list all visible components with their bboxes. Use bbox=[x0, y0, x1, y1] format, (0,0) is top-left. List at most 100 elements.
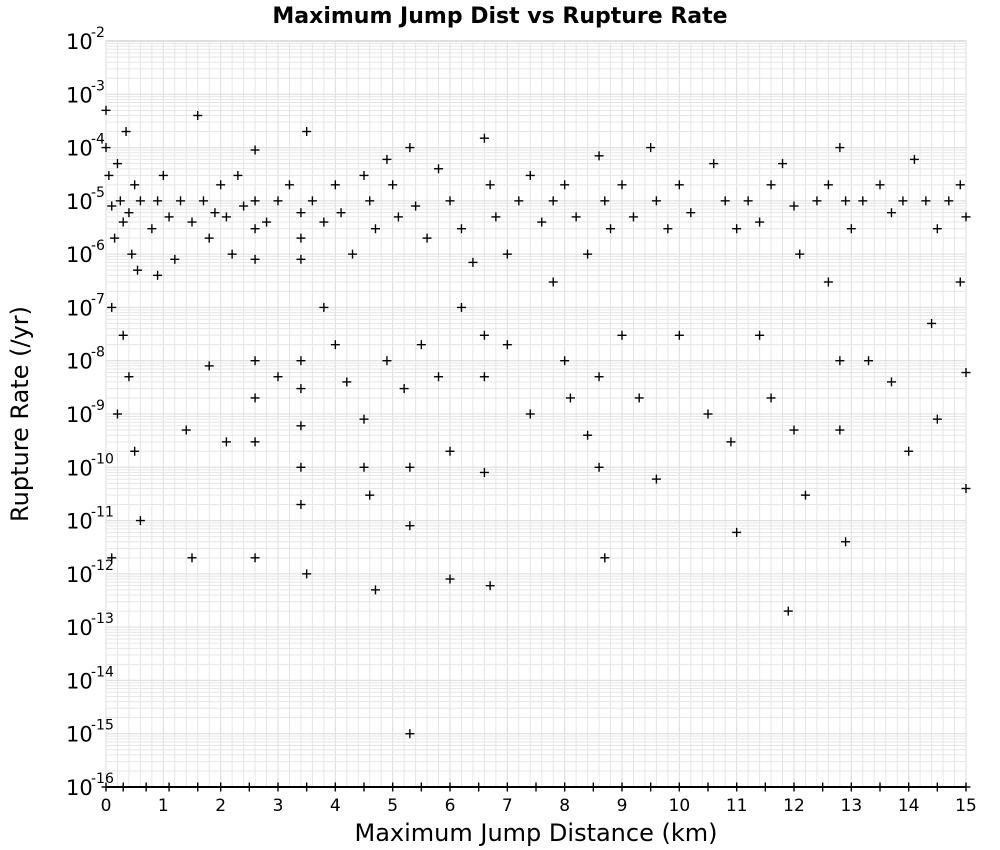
data-point bbox=[445, 196, 455, 206]
data-point bbox=[674, 330, 684, 340]
data-point bbox=[835, 143, 845, 153]
y-tick-base: 10 bbox=[66, 510, 93, 534]
data-point bbox=[651, 474, 661, 484]
data-point bbox=[170, 254, 180, 264]
data-point bbox=[133, 265, 143, 275]
data-point bbox=[755, 217, 765, 227]
data-point bbox=[101, 143, 111, 153]
data-point bbox=[176, 196, 186, 206]
data-point bbox=[823, 180, 833, 190]
data-point bbox=[124, 208, 134, 218]
chart-title: Maximum Jump Dist vs Rupture Rate bbox=[272, 4, 727, 29]
y-tick-base: 10 bbox=[66, 403, 93, 427]
data-point bbox=[416, 340, 426, 350]
data-point bbox=[250, 145, 260, 155]
data-point bbox=[124, 372, 134, 382]
y-tick-label: 10-13 bbox=[66, 611, 114, 640]
data-point bbox=[330, 340, 340, 350]
x-tick-label: 12 bbox=[783, 796, 805, 816]
data-point bbox=[121, 127, 131, 137]
x-tick-label: 2 bbox=[215, 796, 226, 816]
data-point bbox=[250, 254, 260, 264]
data-point bbox=[898, 196, 908, 206]
data-point bbox=[273, 372, 283, 382]
data-point bbox=[491, 212, 501, 222]
data-point bbox=[841, 196, 851, 206]
data-point bbox=[104, 170, 114, 180]
data-point bbox=[112, 409, 122, 419]
x-tick-label: 4 bbox=[330, 796, 341, 816]
data-point bbox=[864, 356, 874, 366]
data-point bbox=[445, 446, 455, 456]
y-tick-label: 10-4 bbox=[66, 132, 105, 161]
data-point bbox=[548, 277, 558, 287]
y-tick-base: 10 bbox=[66, 296, 93, 320]
data-point bbox=[812, 196, 822, 206]
data-point bbox=[485, 581, 495, 591]
x-tick-label: 8 bbox=[559, 796, 570, 816]
y-tick-label: 10-2 bbox=[66, 25, 105, 54]
data-point bbox=[359, 414, 369, 424]
data-point bbox=[319, 217, 329, 227]
data-point bbox=[296, 421, 306, 431]
data-point bbox=[302, 569, 312, 579]
y-tick-exponent: -15 bbox=[91, 718, 114, 734]
data-point bbox=[479, 330, 489, 340]
data-point bbox=[359, 170, 369, 180]
data-point bbox=[468, 257, 478, 267]
x-tick-label: 7 bbox=[502, 796, 513, 816]
y-tick-base: 10 bbox=[66, 776, 93, 800]
data-point bbox=[594, 462, 604, 472]
data-point bbox=[216, 180, 226, 190]
data-point bbox=[456, 302, 466, 312]
data-point bbox=[628, 212, 638, 222]
y-tick-exponent: -5 bbox=[91, 185, 105, 201]
data-point bbox=[204, 361, 214, 371]
data-point bbox=[485, 180, 495, 190]
data-point bbox=[382, 356, 392, 366]
data-point bbox=[250, 553, 260, 563]
data-point bbox=[107, 302, 117, 312]
data-point bbox=[382, 154, 392, 164]
data-point bbox=[405, 143, 415, 153]
data-point bbox=[858, 196, 868, 206]
data-point bbox=[118, 217, 128, 227]
data-point bbox=[336, 208, 346, 218]
y-tick-exponent: -11 bbox=[91, 505, 114, 521]
y-tick-exponent: -13 bbox=[91, 611, 114, 627]
data-point bbox=[153, 196, 163, 206]
x-tick-label: 10 bbox=[669, 796, 691, 816]
data-point bbox=[164, 212, 174, 222]
data-point bbox=[720, 196, 730, 206]
data-point bbox=[204, 233, 214, 243]
data-point bbox=[210, 208, 220, 218]
data-point bbox=[227, 249, 237, 259]
x-axis-label: Maximum Jump Distance (km) bbox=[355, 819, 718, 847]
x-tick-label: 13 bbox=[841, 796, 863, 816]
data-point bbox=[153, 270, 163, 280]
data-point bbox=[600, 553, 610, 563]
y-tick-exponent: -4 bbox=[91, 132, 105, 148]
data-point bbox=[743, 196, 753, 206]
data-point bbox=[158, 170, 168, 180]
data-point bbox=[800, 490, 810, 500]
data-point bbox=[296, 208, 306, 218]
data-point bbox=[302, 127, 312, 137]
data-point bbox=[583, 430, 593, 440]
data-point bbox=[703, 409, 713, 419]
data-point bbox=[479, 372, 489, 382]
data-point bbox=[778, 159, 788, 169]
data-point bbox=[537, 217, 547, 227]
data-point bbox=[795, 249, 805, 259]
data-point bbox=[732, 527, 742, 537]
data-point bbox=[961, 368, 971, 378]
data-point bbox=[502, 340, 512, 350]
data-point bbox=[909, 154, 919, 164]
data-point bbox=[583, 249, 593, 259]
data-point bbox=[405, 462, 415, 472]
data-point bbox=[525, 170, 535, 180]
data-point bbox=[955, 180, 965, 190]
data-point bbox=[835, 356, 845, 366]
y-tick-label: 10-7 bbox=[66, 291, 105, 320]
